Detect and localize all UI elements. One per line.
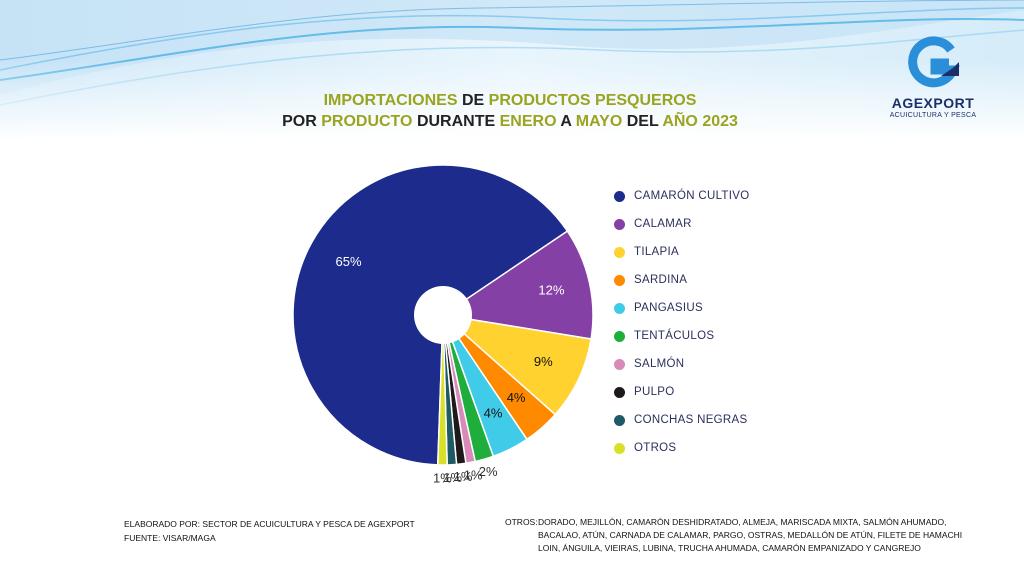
legend-item: TENTÁCULOS: [614, 322, 749, 350]
legend-item: SARDINA: [614, 266, 749, 294]
pie-slice-label: 1%: [454, 469, 473, 484]
pie-slice-otros: [436, 314, 448, 466]
legend-item: OTROS: [614, 434, 749, 462]
pie-slice-label: 9%: [534, 354, 553, 369]
title-line2-segment: A: [560, 113, 576, 130]
title-line2-segment: DEL: [626, 113, 663, 130]
legend-swatch: [614, 358, 625, 370]
legend-label: PANGASIUS: [634, 302, 703, 314]
pie-slice-label: 4%: [507, 390, 526, 405]
pie-slice-label: 1%: [443, 470, 462, 485]
chart-legend: CAMARÓN CULTIVO CALAMAR TILAPIA SARDINA PANG…: [614, 182, 749, 462]
elaborado-por-text: ELABORADO POR: SECTOR DE ACUICULTURA Y P…: [124, 519, 415, 529]
legend-label: PULPO: [634, 386, 675, 398]
pie-slice-label: 4%: [484, 406, 503, 421]
title-line-1: IMPORTACIONES DE PRODUCTOS PESQUEROS: [230, 90, 790, 111]
legend-item: SALMÓN: [614, 350, 749, 378]
agexport-g-logo-icon: [908, 36, 960, 88]
title-line2-segment: DURANTE: [416, 113, 500, 130]
legend-label: OTROS: [634, 442, 677, 454]
legend-label: CAMARÓN CULTIVO: [634, 190, 750, 202]
title-line2-segment: ENERO: [499, 113, 561, 130]
legend-item: PANGASIUS: [614, 294, 749, 322]
legend-item: CAMARÓN CULTIVO: [614, 182, 749, 210]
otros-label: OTROS:: [505, 517, 538, 527]
title-line1-segment: PRODUCTOS PESQUEROS: [488, 92, 697, 109]
pie-slice-label: 65%: [335, 254, 361, 269]
pie-slice-label: 12%: [538, 283, 564, 298]
legend-item: CALAMAR: [614, 210, 749, 238]
legend-swatch: [614, 246, 625, 258]
pie-slice-label: 1%: [433, 470, 452, 485]
title-line2-segment: POR: [282, 113, 322, 130]
fuente-text: FUENTE: VISAR/MAGA: [124, 533, 216, 543]
header-wave-decoration: [0, 0, 1024, 140]
agexport-logo: AGEXPORT ACUICULTURA Y PESCA: [878, 36, 988, 119]
legend-label: SALMÓN: [634, 358, 685, 370]
pie-slice-tilapia: [440, 313, 592, 416]
legend-item: PULPO: [614, 378, 749, 406]
legend-swatch: [614, 218, 625, 230]
legend-label: CALAMAR: [634, 218, 692, 230]
otros-note: OTROS: DORADO, MEJILLÓN, CAMARÓN DESHIDR…: [505, 516, 985, 555]
legend-swatch: [614, 330, 625, 342]
pie-slice-label: 2%: [479, 464, 498, 479]
logo-subtitle: ACUICULTURA Y PESCA: [889, 112, 977, 119]
legend-swatch: [614, 386, 625, 398]
footer-credits: ELABORADO POR: SECTOR DE ACUICULTURA Y P…: [124, 517, 415, 545]
legend-item: TILAPIA: [614, 238, 749, 266]
title-line1-segment: DE: [461, 92, 489, 109]
otros-list: DORADO, MEJILLÓN, CAMARÓN DESHIDRATADO, …: [538, 517, 963, 553]
pie-slice-calamar: [441, 230, 594, 340]
legend-label: TENTÁCULOS: [634, 330, 715, 342]
legend-label: TILAPIA: [634, 246, 679, 258]
legend-item: CONCHAS NEGRAS: [614, 406, 749, 434]
title-line2-segment: AÑO 2023: [662, 113, 738, 130]
title-line2-segment: PRODUCTO: [321, 113, 417, 130]
pie-center-hole: [414, 286, 472, 344]
legend-swatch: [614, 442, 625, 454]
legend-swatch: [614, 302, 625, 314]
legend-label: CONCHAS NEGRAS: [634, 414, 748, 426]
logo-name: AGEXPORT: [891, 95, 975, 111]
chart-title: IMPORTACIONES DE PRODUCTOS PESQUEROS POR…: [230, 90, 790, 132]
title-line1-segment: IMPORTACIONES: [323, 92, 462, 109]
title-line-2: POR PRODUCTO DURANTE ENERO A MAYO DEL AÑ…: [230, 111, 790, 132]
legend-swatch: [614, 414, 625, 426]
title-line2-segment: MAYO: [575, 113, 627, 130]
legend-swatch: [614, 274, 625, 286]
legend-swatch: [614, 190, 625, 202]
pie-slice-label: 1%: [464, 468, 483, 483]
legend-label: SARDINA: [634, 274, 688, 286]
